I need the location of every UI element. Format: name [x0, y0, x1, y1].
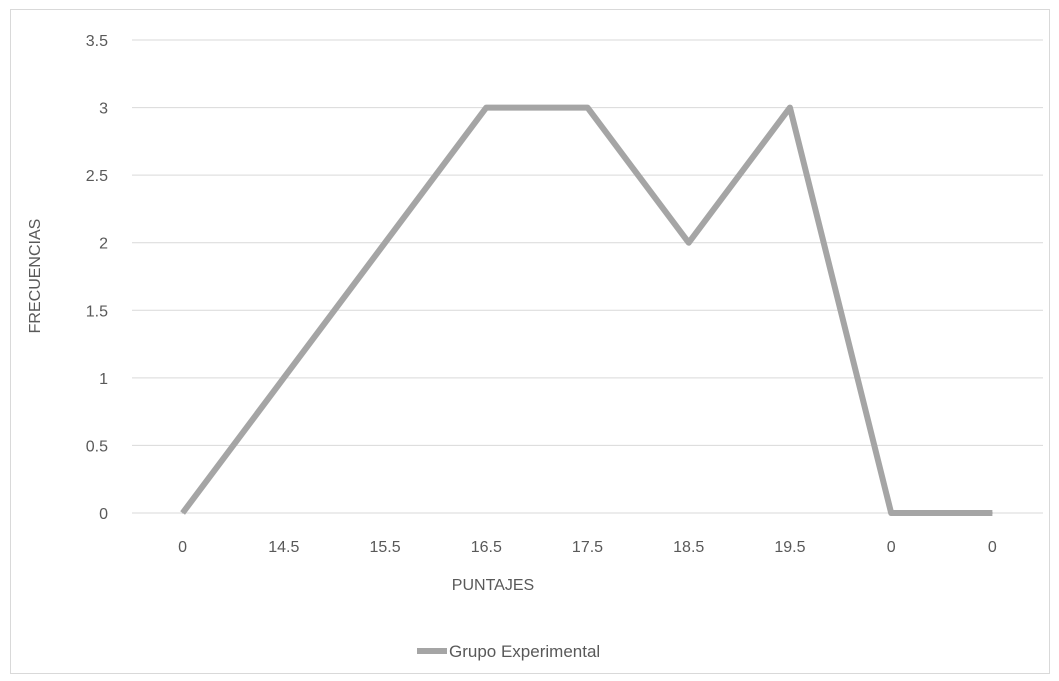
data-point	[890, 512, 892, 514]
data-point	[789, 107, 791, 109]
data-point	[485, 107, 487, 109]
x-tick-label: 0	[178, 539, 187, 556]
data-point	[991, 512, 993, 514]
x-tick-label: 19.5	[774, 539, 805, 556]
legend: Grupo Experimental	[417, 642, 600, 661]
x-tick-label: 0	[988, 539, 997, 556]
y-tick-label: 1	[99, 371, 108, 388]
y-tick-labels: 0 0.5 1 1.5 2 2.5 3 3.5	[86, 33, 108, 523]
x-tick-label: 18.5	[673, 539, 704, 556]
data-point	[587, 107, 588, 109]
y-tick-label: 3	[99, 101, 108, 118]
data-point	[182, 512, 184, 514]
y-tick-label: 0	[99, 506, 108, 523]
y-tick-label: 3.5	[86, 33, 108, 50]
data-point	[384, 242, 386, 244]
series-layer	[180, 104, 993, 516]
x-tick-labels: 0 14.5 15.5 16.5 17.5 18.5 19.5 0 0	[178, 539, 997, 556]
x-axis-title: PUNTAJES	[452, 577, 534, 594]
data-point	[688, 242, 690, 244]
y-tick-label: 1.5	[86, 303, 108, 320]
y-tick-label: 0.5	[86, 438, 108, 455]
data-point	[283, 377, 285, 379]
x-tick-label: 0	[887, 539, 896, 556]
chart-frame	[10, 9, 1050, 674]
x-tick-label: 16.5	[471, 539, 502, 556]
legend-label: Grupo Experimental	[449, 642, 600, 661]
x-tick-label: 14.5	[268, 539, 299, 556]
y-tick-label: 2.5	[86, 168, 108, 185]
x-tick-label: 15.5	[369, 539, 400, 556]
x-tick-label: 17.5	[572, 539, 603, 556]
y-axis-title: FRECUENCIAS	[27, 219, 44, 334]
y-tick-label: 2	[99, 236, 108, 253]
